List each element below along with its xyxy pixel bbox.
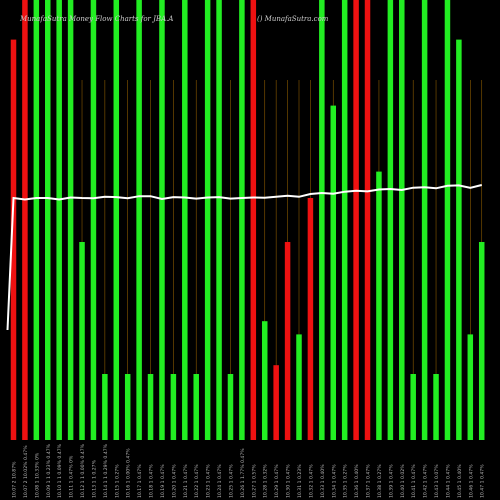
x-tick-label: 10.31 1 0.23% — [297, 464, 303, 498]
bar-green — [113, 0, 120, 440]
x-tick-label: 10.28 1 0.32% — [263, 464, 269, 498]
bar-green — [216, 0, 222, 440]
x-tick-label: 10.14 1 1 0.29% 0.47% — [103, 443, 109, 498]
bar-green — [239, 0, 245, 440]
x-tick-label: 10.47 1 0.47% — [480, 464, 486, 498]
bar-green — [182, 0, 188, 440]
x-tick-label: 10.24 1 0.47% — [217, 464, 223, 498]
x-tick-label: 10.15 1 0.27% — [114, 464, 120, 498]
x-tick-label: 10.21 1 0.47% — [183, 464, 189, 498]
x-tick-label: 10.37 1 0.47% — [366, 464, 372, 498]
x-tick-label: 10.17 1 0.47% — [137, 464, 143, 498]
price-line — [6, 184, 482, 331]
x-tick-label: 10.18 1 0.47% — [149, 464, 155, 498]
bar-green — [90, 0, 97, 440]
bar-red — [307, 198, 314, 440]
x-tick-label: 10.13 1 1 0.27% — [91, 459, 97, 498]
bar-red — [10, 39, 17, 440]
x-axis-tick-labels: 10.07 2 10.87% 10.07 2 10.02% 0.47% 10.08 … — [12, 443, 486, 498]
x-tick-label: 10.08 1 10.33% 0% — [34, 452, 40, 498]
bar-green — [467, 334, 474, 440]
bar-green — [341, 0, 348, 440]
bar-green — [319, 0, 325, 440]
x-tick-label: 10.36 1 0.40% — [354, 464, 360, 498]
x-tick-label: 10.35 1 0.27% — [343, 464, 349, 498]
bar-green — [170, 374, 177, 440]
x-tick-label: 10.42 1 0.47% — [423, 464, 429, 498]
x-tick-label: 10.40 1 0.02% — [400, 464, 406, 498]
bar-green — [456, 39, 462, 440]
volume-bars — [10, 0, 485, 440]
x-tick-label: 10.11 1 0.47% 0% — [69, 455, 75, 498]
x-tick-label: 10.33 1 0.40% — [320, 464, 326, 498]
bar-green — [478, 242, 485, 440]
bar-green — [444, 0, 451, 440]
price-line-path — [6, 184, 482, 331]
bar-green — [261, 321, 268, 440]
x-tick-label: 10.46 1 0.47% — [468, 464, 474, 498]
bar-green — [124, 374, 131, 440]
x-tick-label: 10.44 1 0.47% — [445, 464, 451, 498]
bar-red — [353, 0, 359, 440]
bar-green — [67, 0, 74, 440]
bar-green — [376, 171, 382, 440]
bar-green — [102, 374, 108, 440]
bar-red — [364, 0, 371, 440]
bar-green — [45, 0, 51, 440]
x-tick-label: 10.32 1 0.47% — [308, 464, 314, 498]
x-tick-label: 10.09 1 1 0.23% 0.47% — [46, 443, 52, 498]
bar-green — [330, 105, 337, 440]
x-tick-label: 10.45 1 0.40% — [457, 464, 463, 498]
bar-green — [193, 374, 199, 440]
x-tick-label: 10.38 1 0.27% — [377, 464, 383, 498]
bar-green — [227, 374, 234, 440]
bar-red — [273, 365, 279, 440]
x-tick-label: 10.10 1 1 0.09% 0.47% — [57, 443, 63, 498]
x-tick-label: 10.25 1 0.47% — [228, 464, 234, 498]
x-tick-label: 10.22 1 0.47% — [194, 464, 200, 498]
x-tick-label: 10.43 1 0.07% — [434, 464, 440, 498]
x-tick-label: 10.19 1 0.47% — [160, 464, 166, 498]
x-tick-label: 10.41 1 0.47% — [411, 464, 417, 498]
bar-green — [387, 0, 394, 440]
bar-green — [79, 242, 85, 440]
x-tick-label: 10.07 2 10.87% — [12, 461, 18, 498]
bar-green — [147, 374, 154, 440]
x-tick-label: 10.12 1 1 0.00% 0.47% — [80, 443, 86, 498]
bar-green — [296, 334, 302, 440]
x-tick-label: 10.30 1 0.47% — [286, 464, 292, 498]
x-tick-label: 10.39 1 0.47% — [388, 464, 394, 498]
bar-green — [136, 0, 142, 440]
bar-green — [410, 374, 416, 440]
x-tick-label: 10.16 1 0.00% 0.47% — [126, 448, 132, 498]
site-credit: () MunafaSutra.com — [257, 15, 329, 23]
bar-green — [433, 374, 439, 440]
bar-red — [22, 0, 28, 440]
x-tick-label: 10.23 1 0.47% — [206, 464, 212, 498]
chart-title: MunafaSutra Money Flow Charts for JBA.A — [20, 15, 174, 23]
bar-green — [421, 0, 428, 440]
bar-green — [56, 0, 62, 440]
bar-red — [250, 0, 257, 440]
bar-green — [33, 0, 40, 440]
x-tick-label: 10.20 1 0.47% — [171, 464, 177, 498]
x-tick-label: 10.34 1 0.47% — [331, 464, 337, 498]
x-tick-label: 10.26 1 1.77% 0.47% — [240, 448, 246, 498]
bar-red — [284, 242, 291, 440]
bar-green — [399, 0, 405, 440]
bar-green — [204, 0, 211, 440]
bar-green — [159, 0, 165, 440]
x-tick-label: 10.07 2 10.02% 0.47% — [23, 445, 29, 498]
x-tick-label: 10.29 1 0.47% — [274, 464, 280, 498]
x-tick-label: 10.27 1 0.57% — [251, 464, 257, 498]
